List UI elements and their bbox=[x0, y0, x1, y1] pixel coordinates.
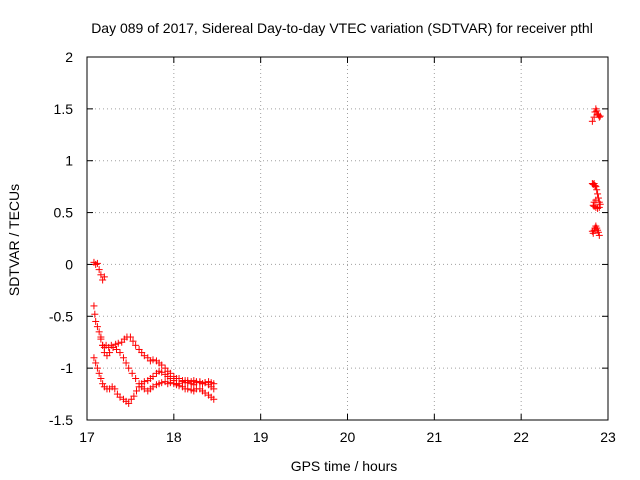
data-point bbox=[140, 378, 148, 386]
data-point bbox=[210, 385, 218, 393]
y-axis-label: SDTVAR / TECUs bbox=[6, 184, 22, 296]
data-point bbox=[596, 112, 604, 120]
data-point bbox=[166, 379, 174, 387]
data-point bbox=[595, 113, 603, 121]
data-point bbox=[593, 186, 601, 194]
data-point bbox=[128, 369, 136, 377]
data-point bbox=[589, 201, 597, 209]
data-point bbox=[90, 354, 98, 362]
data-point bbox=[184, 385, 192, 393]
data-point bbox=[132, 375, 140, 383]
data-point bbox=[132, 341, 140, 349]
data-point bbox=[114, 339, 122, 347]
data-point bbox=[158, 379, 166, 387]
data-point bbox=[184, 379, 192, 387]
x-tick-label: 17 bbox=[79, 429, 95, 445]
data-point bbox=[591, 182, 599, 190]
data-point bbox=[93, 323, 101, 331]
data-point bbox=[130, 392, 138, 400]
grid-lines bbox=[87, 57, 608, 420]
data-point bbox=[149, 356, 157, 364]
data-point bbox=[95, 369, 103, 377]
data-point bbox=[95, 328, 103, 336]
data-point bbox=[113, 345, 121, 353]
data-point bbox=[594, 228, 602, 236]
x-tick-label: 18 bbox=[166, 429, 182, 445]
data-point bbox=[192, 378, 200, 386]
data-point bbox=[92, 260, 100, 268]
data-point bbox=[596, 200, 604, 208]
data-point bbox=[125, 364, 133, 372]
data-point bbox=[93, 364, 101, 372]
data-point bbox=[111, 385, 119, 393]
chart-title: Day 089 of 2017, Sidereal Day-to-day VTE… bbox=[91, 20, 593, 36]
data-point bbox=[99, 276, 107, 284]
y-tick-label: 2 bbox=[65, 49, 73, 65]
data-point bbox=[593, 107, 601, 115]
data-point bbox=[132, 387, 140, 395]
data-point bbox=[99, 341, 107, 349]
data-point bbox=[90, 302, 98, 310]
data-point bbox=[592, 196, 600, 204]
data-point bbox=[119, 354, 127, 362]
x-tick-label: 21 bbox=[427, 429, 443, 445]
data-point bbox=[589, 229, 597, 237]
data-point bbox=[93, 259, 101, 267]
data-point bbox=[592, 183, 600, 191]
data-point bbox=[99, 380, 107, 388]
data-point bbox=[97, 375, 105, 383]
x-tick-label: 23 bbox=[600, 429, 616, 445]
data-point bbox=[116, 349, 124, 357]
y-tick-label: -0.5 bbox=[49, 308, 73, 324]
y-tick-label: 1 bbox=[65, 153, 73, 169]
y-tick-label: 0 bbox=[65, 256, 73, 272]
data-point bbox=[595, 231, 603, 239]
data-point bbox=[210, 395, 218, 403]
data-point bbox=[91, 310, 99, 318]
data-point bbox=[125, 399, 133, 407]
data-points bbox=[90, 105, 604, 407]
data-point bbox=[129, 337, 137, 345]
x-tick-label: 22 bbox=[513, 429, 529, 445]
y-tick-label: 1.5 bbox=[54, 101, 74, 117]
data-point bbox=[588, 117, 596, 125]
data-point bbox=[122, 359, 130, 367]
data-point bbox=[126, 333, 134, 341]
y-tick-label: -1.5 bbox=[49, 412, 73, 428]
data-point bbox=[92, 359, 100, 367]
data-point bbox=[92, 317, 100, 325]
data-point bbox=[594, 190, 602, 198]
data-point bbox=[158, 361, 166, 369]
axis-ticks: 17 18 19 20 21 22 23 -1.5 -1 -0.5 0 0.5 1 1.5 2 bbox=[49, 49, 616, 445]
data-point bbox=[95, 266, 103, 274]
data-point bbox=[106, 349, 114, 357]
y-tick-label: 0.5 bbox=[54, 205, 74, 221]
data-point bbox=[100, 273, 108, 281]
y-tick-label: -1 bbox=[61, 360, 74, 376]
data-point bbox=[97, 333, 105, 341]
data-point bbox=[149, 372, 157, 380]
x-tick-label: 19 bbox=[253, 429, 269, 445]
x-axis-label: GPS time / hours bbox=[291, 458, 398, 474]
x-tick-label: 20 bbox=[340, 429, 356, 445]
